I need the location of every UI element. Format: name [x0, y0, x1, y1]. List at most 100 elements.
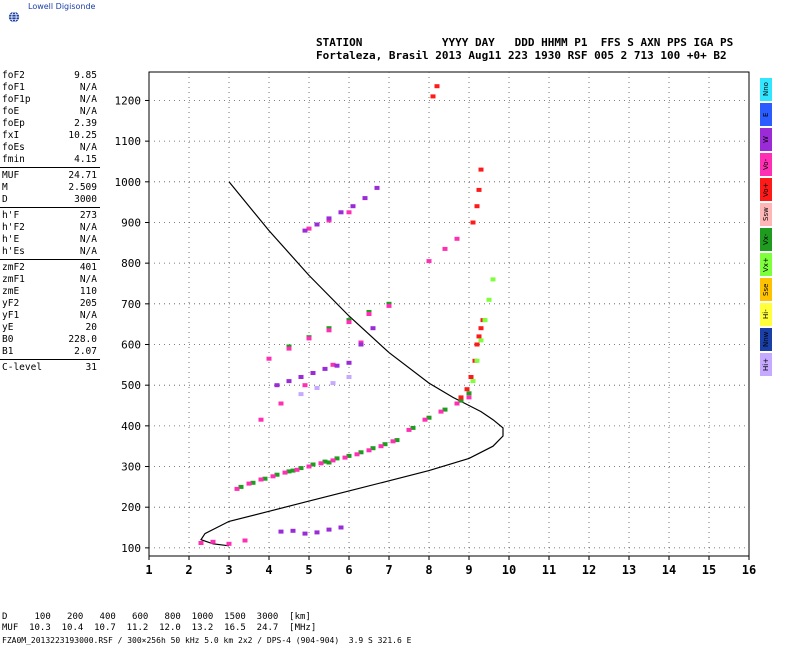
- y-tick-label: 700: [121, 298, 141, 311]
- param-row: zmE 110: [0, 286, 100, 298]
- echo-point-w: [370, 326, 376, 331]
- logo: Lowell Digisonde: [6, 2, 126, 24]
- echo-point-vo-: [458, 395, 464, 400]
- echo-point-vx-: [470, 379, 476, 384]
- legend-label: Hi-: [762, 309, 770, 320]
- echo-point-vx-: [478, 338, 484, 343]
- param-label: foE: [2, 106, 20, 117]
- echo-point-hi-: [298, 392, 304, 397]
- echo-point-vx-: [482, 318, 488, 323]
- x-tick-label: 4: [265, 563, 272, 577]
- echo-point-vx-: [486, 297, 492, 302]
- echo-point-vx-: [310, 462, 316, 467]
- param-row: fxI 10.25: [0, 130, 100, 142]
- echo-point-vx-: [346, 453, 352, 458]
- legend-item-e: E: [760, 103, 772, 126]
- param-value: 10.25: [68, 130, 97, 141]
- legend-label: Ssw: [762, 207, 770, 222]
- echo-point-vx-: [326, 460, 332, 465]
- echo-point-vo-: [386, 303, 392, 308]
- y-tick-label: 800: [121, 257, 141, 270]
- legend-label: Hi+: [762, 357, 770, 372]
- x-tick-label: 5: [305, 563, 312, 577]
- param-value: 4.15: [74, 154, 97, 165]
- param-label: yF1: [2, 310, 20, 321]
- param-label: zmF2: [2, 262, 25, 273]
- echo-point-vx-: [358, 450, 364, 455]
- profile-line: [200, 181, 504, 547]
- echo-point-vx-: [466, 391, 472, 396]
- x-tick-label: 3: [225, 563, 232, 577]
- echo-point-vo-: [474, 342, 480, 347]
- param-value: 2.509: [68, 182, 97, 193]
- echo-point-vx-: [458, 398, 464, 403]
- echo-point-vx-: [386, 301, 392, 306]
- param-row: MUF 24.71: [0, 170, 100, 182]
- echo-point-hi-: [346, 375, 352, 379]
- param-label: foF2: [2, 70, 25, 81]
- x-tick-label: 2: [185, 563, 192, 577]
- echo-point-vo-: [442, 246, 448, 251]
- echo-point-vo-: [422, 417, 428, 422]
- echo-point-vo-: [468, 375, 474, 379]
- echo-point-vo-: [286, 346, 292, 351]
- legend-label: Vo-: [762, 158, 770, 171]
- param-label: B0: [2, 334, 14, 345]
- echo-point-w: [362, 196, 368, 201]
- echo-point-w: [338, 210, 344, 215]
- echo-point-vx-: [274, 472, 280, 477]
- param-row: D 3000: [0, 194, 100, 206]
- echo-point-vo-: [464, 387, 470, 392]
- legend-label: Nno: [762, 82, 770, 97]
- param-row: C-level 31: [0, 362, 100, 374]
- echo-point-vo-: [258, 417, 264, 422]
- x-tick-label: 9: [465, 563, 472, 577]
- echo-point-vo-: [426, 259, 432, 264]
- y-tick-label: 1000: [115, 176, 142, 189]
- echo-point-vx-: [250, 480, 256, 485]
- y-tick-label: 500: [121, 379, 141, 392]
- echo-point-vx-: [442, 407, 448, 412]
- param-row: yE 20: [0, 322, 100, 334]
- legend-item-vo-: Vo+: [760, 178, 772, 201]
- echo-point-vo-: [406, 427, 412, 432]
- legend-label: Vx-: [762, 233, 770, 246]
- param-value: N/A: [79, 274, 97, 285]
- echo-point-vx-: [238, 484, 244, 489]
- param-value: 2.39: [74, 118, 97, 129]
- param-label: C-level: [2, 362, 43, 373]
- param-label: yF2: [2, 298, 20, 309]
- echo-point-vx-: [394, 438, 400, 443]
- echo-point-w: [290, 528, 296, 533]
- param-value: 110: [79, 286, 97, 297]
- echo-point-vo-: [438, 409, 444, 414]
- echo-point-vo-: [278, 401, 284, 406]
- param-label: zmF1: [2, 274, 25, 285]
- footer-file-info: FZA0M_2013223193000.RSF / 300×256h 50 kH…: [2, 636, 412, 645]
- y-tick-label: 100: [121, 542, 141, 555]
- param-row: foF1p N/A: [0, 94, 100, 106]
- echo-point-w: [314, 222, 320, 227]
- echo-point-vo-: [282, 470, 288, 475]
- globe-icon: [8, 11, 20, 23]
- echo-point-vo-: [258, 477, 264, 482]
- param-label: foF1p: [2, 94, 31, 105]
- legend-item-sse: Sse: [760, 278, 772, 301]
- param-label: zmE: [2, 286, 20, 297]
- x-tick-label: 14: [662, 563, 676, 577]
- echo-point-w: [326, 527, 332, 532]
- y-tick-label: 1100: [115, 135, 142, 148]
- echo-point-vo-: [306, 336, 312, 341]
- param-label: B1: [2, 346, 14, 357]
- echo-point-vo-: [434, 84, 440, 89]
- y-tick-label: 600: [121, 339, 141, 352]
- echo-point-vo-: [226, 541, 232, 546]
- param-row: foEp 2.39: [0, 118, 100, 130]
- param-row: B1 2.07: [0, 346, 100, 358]
- param-value: 3000: [74, 194, 97, 205]
- param-separator: [0, 259, 100, 260]
- legend-label: Nnw: [762, 331, 770, 348]
- echo-point-hi-: [330, 381, 336, 386]
- param-label: M: [2, 182, 8, 193]
- legend-item-vo-: Vo-: [760, 153, 772, 176]
